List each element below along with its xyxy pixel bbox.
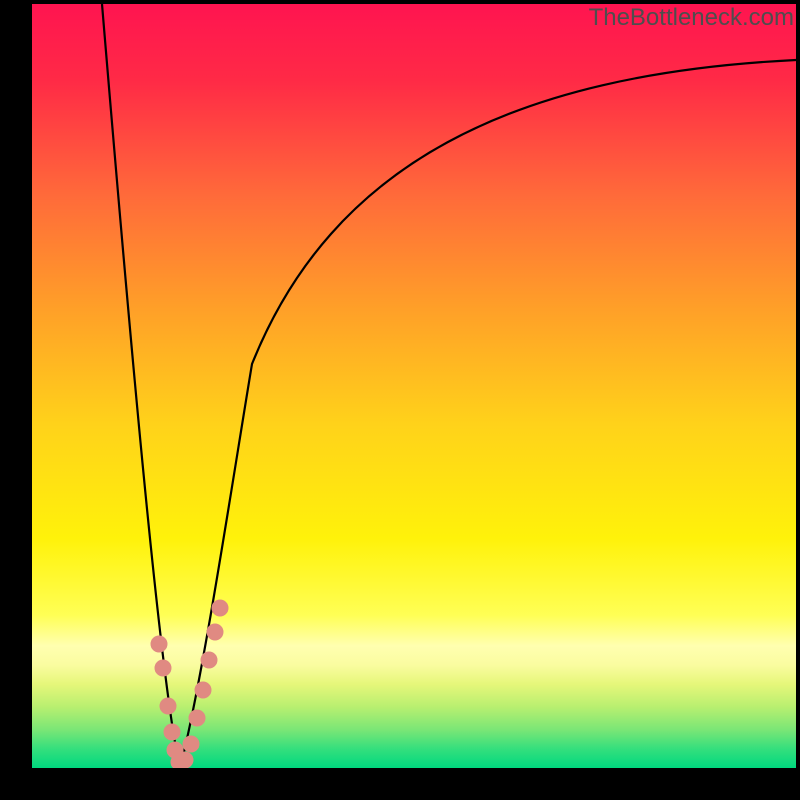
bottleneck-heatmap-plot [32,4,796,768]
curve-marker [177,752,193,768]
curve-marker [207,624,223,640]
curve-marker [212,600,228,616]
curve-marker [189,710,205,726]
curve-marker [201,652,217,668]
curve-marker [164,724,180,740]
curve-marker-group [151,600,228,768]
chart-frame: TheBottleneck.com [0,0,800,800]
bottleneck-curve-right [180,60,796,768]
bottleneck-curve-left [102,4,180,768]
curve-marker [195,682,211,698]
curve-marker [160,698,176,714]
curve-marker [183,736,199,752]
curve-overlay [32,4,796,768]
curve-marker [155,660,171,676]
watermark-text: TheBottleneck.com [589,4,794,32]
curve-marker [151,636,167,652]
